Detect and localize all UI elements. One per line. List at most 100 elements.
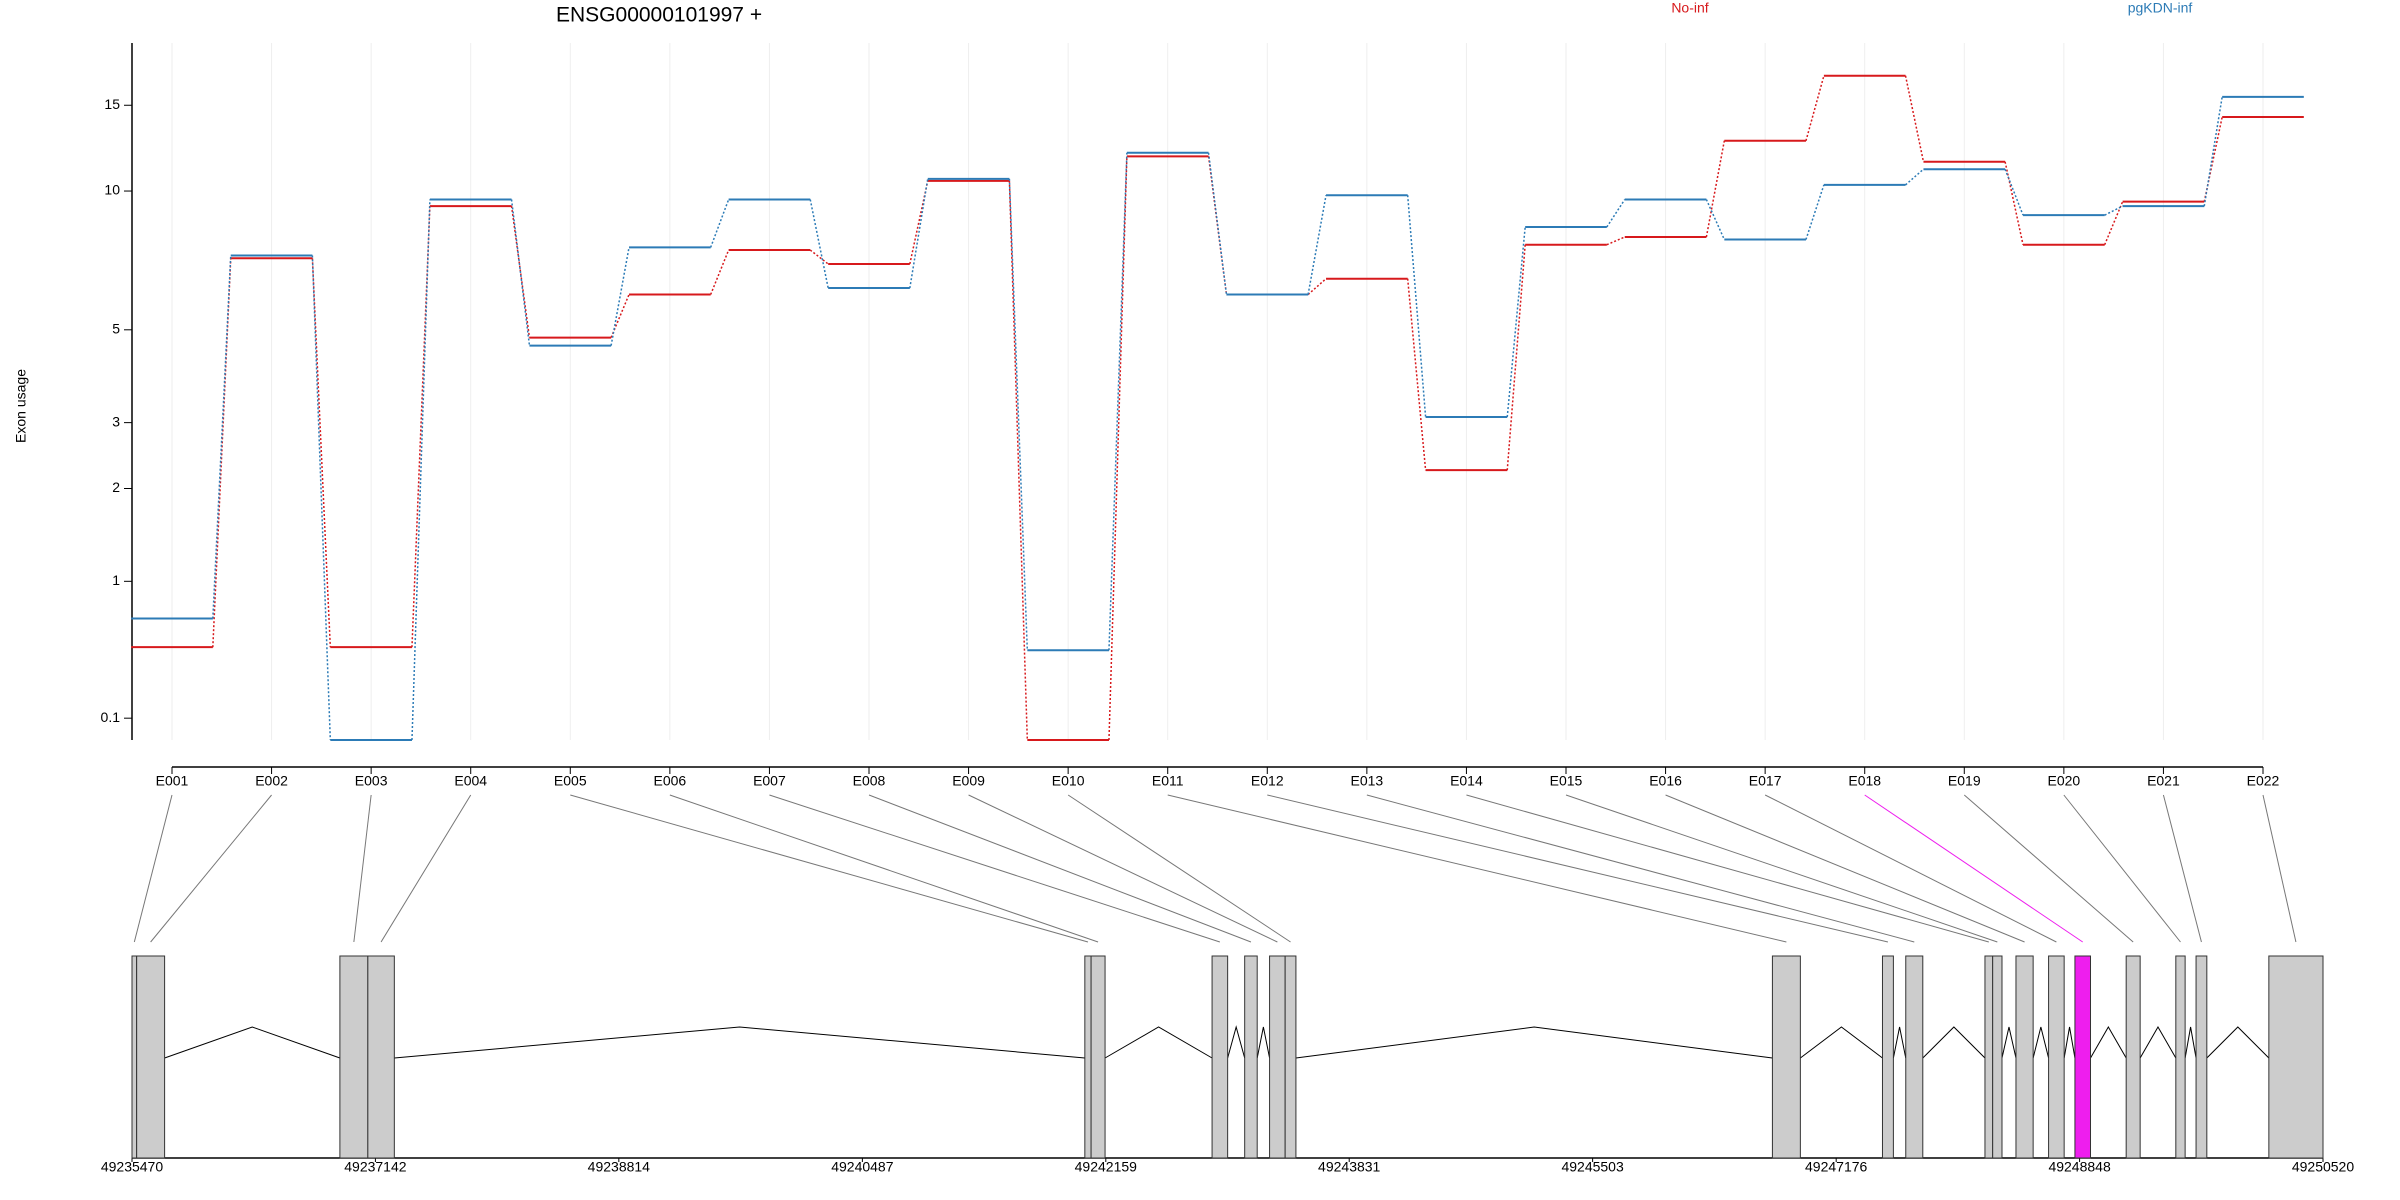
x-tick-label: E017 <box>1749 773 1782 789</box>
exon-link <box>1665 794 2025 943</box>
exon <box>1992 955 2003 1159</box>
exon <box>2015 955 2034 1159</box>
intron <box>2063 1026 2076 1059</box>
x-tick-label: E012 <box>1251 773 1284 789</box>
connector <box>1606 236 1626 246</box>
exon <box>1244 955 1258 1159</box>
exon <box>2195 955 2208 1159</box>
exon <box>2074 955 2092 1159</box>
exon <box>2175 955 2186 1159</box>
connector <box>1207 152 1228 295</box>
exon-link <box>769 794 1221 943</box>
y-tick-label: 5 <box>112 321 120 337</box>
connector <box>212 255 232 619</box>
x-tick-label: E001 <box>156 773 189 789</box>
intron <box>1256 1026 1271 1059</box>
genome-tick-label: 49237142 <box>344 1159 407 1175</box>
connector <box>1406 278 1427 471</box>
connector <box>1905 168 1924 186</box>
genome-tick-label: 49248848 <box>2048 1159 2111 1175</box>
intron <box>164 1026 341 1059</box>
exon <box>1084 955 1092 1159</box>
exon-link <box>968 794 1278 943</box>
connector <box>311 255 332 741</box>
x-tick-label: E010 <box>1052 773 1085 789</box>
connector <box>610 247 630 346</box>
x-tick-label: E008 <box>853 773 886 789</box>
connector <box>1008 180 1029 741</box>
genome-tick-label: 49245503 <box>1561 1159 1624 1175</box>
intron <box>1892 1026 1907 1059</box>
exon-link <box>1167 794 1787 943</box>
connector <box>1805 75 1825 141</box>
exon-link <box>570 794 1089 943</box>
connector <box>1307 195 1327 295</box>
exon-link <box>1067 794 1291 943</box>
connector <box>909 180 929 265</box>
intron <box>2184 1026 2197 1059</box>
connector <box>2104 205 2123 216</box>
y-tick-label: 15 <box>104 96 120 112</box>
x-tick-label: E019 <box>1948 773 1981 789</box>
exon <box>2268 955 2324 1159</box>
connector <box>1606 199 1626 228</box>
exon <box>1984 955 1994 1159</box>
intron <box>2139 1025 2177 1059</box>
exon-link <box>380 794 472 943</box>
x-tick-label: E020 <box>2048 773 2081 789</box>
legend-label: No-inf <box>1671 0 1708 16</box>
connector <box>809 249 829 265</box>
exon-link <box>1963 794 2134 943</box>
intron <box>1227 1025 1246 1059</box>
x-tick-label: E015 <box>1550 773 1583 789</box>
exon <box>1090 955 1106 1159</box>
exon-link <box>1366 794 1915 943</box>
exon-link <box>2162 794 2202 943</box>
x-tick-label: E021 <box>2147 773 2180 789</box>
connector <box>510 199 531 346</box>
genome-tick-label: 49240487 <box>831 1159 894 1175</box>
exon <box>1211 955 1229 1159</box>
connector <box>1108 152 1128 651</box>
connector <box>411 206 431 648</box>
y-tick-label: 10 <box>104 182 120 198</box>
connector <box>1705 199 1726 240</box>
exon-link <box>1864 794 2083 943</box>
y-axis-label: Exon usage <box>13 369 29 443</box>
connector <box>2203 96 2223 207</box>
exon-link <box>1565 794 1998 943</box>
exon-link <box>2063 794 2181 943</box>
exon <box>367 955 395 1159</box>
exon-link <box>868 794 1252 943</box>
connector <box>1008 178 1029 651</box>
y-tick-label: 0.1 <box>101 709 121 725</box>
intron <box>2032 1026 2050 1059</box>
x-tick-label: E006 <box>654 773 687 789</box>
connector <box>809 199 829 289</box>
exon <box>131 955 138 1159</box>
exon-link <box>2262 794 2297 943</box>
intron <box>2206 1026 2270 1059</box>
intron <box>2001 1026 2017 1059</box>
x-tick-label: E007 <box>753 773 786 789</box>
intron <box>394 1026 1085 1059</box>
x-tick-label: E014 <box>1450 773 1483 789</box>
connector <box>909 178 929 289</box>
exon-link <box>150 794 272 943</box>
chart-title: ENSG00000101997 + <box>556 4 762 27</box>
intron <box>1922 1026 1986 1059</box>
exon <box>1284 955 1297 1159</box>
genome-tick-label: 49250520 <box>2292 1159 2355 1175</box>
connector <box>1108 156 1128 741</box>
genome-tick-label: 49235470 <box>101 1159 164 1175</box>
connector <box>709 199 730 248</box>
connector <box>212 258 232 648</box>
x-tick-label: E016 <box>1649 773 1682 789</box>
connector <box>1805 184 1825 240</box>
exon-link <box>353 794 372 943</box>
exon-link <box>1466 794 1989 943</box>
y-tick-label: 2 <box>112 479 120 495</box>
x-tick-label: E022 <box>2247 773 2280 789</box>
intron <box>1295 1026 1773 1059</box>
